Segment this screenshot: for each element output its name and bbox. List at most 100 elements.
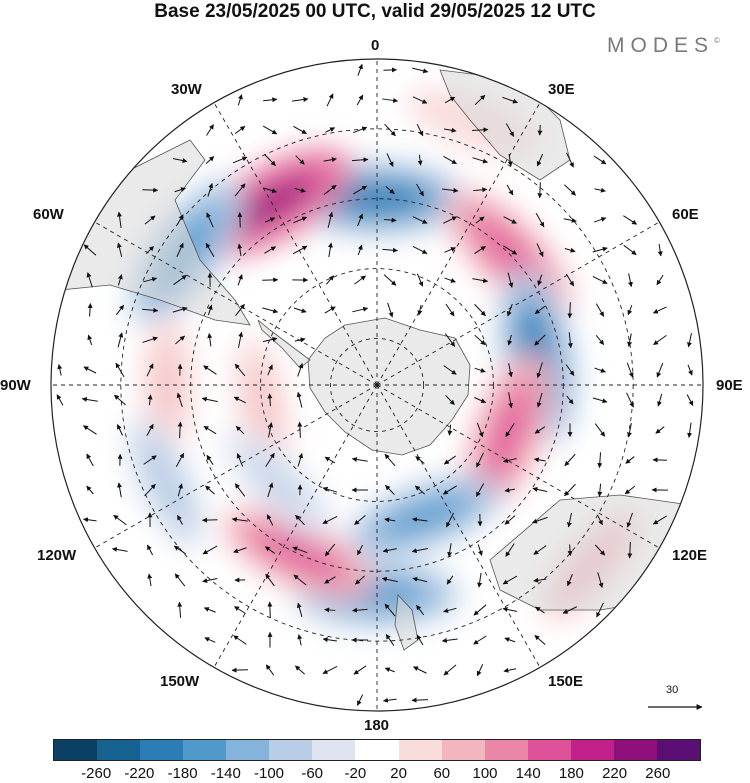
wind-arrow <box>416 273 424 287</box>
wind-arrow <box>326 93 334 107</box>
colorbar-swatch <box>527 740 571 760</box>
wind-arrow <box>267 364 273 376</box>
wind-arrow <box>536 392 543 408</box>
wind-arrow <box>56 394 64 406</box>
wind-arrow <box>567 302 573 319</box>
wind-arrow <box>235 425 245 435</box>
wind-arrow <box>117 482 122 498</box>
label-lon-0: 0 <box>371 37 380 54</box>
wind-arrow <box>653 334 667 346</box>
wind-arrow <box>387 302 394 318</box>
wind-arrow <box>567 574 573 587</box>
wind-arrow <box>206 124 214 136</box>
polar-map <box>50 58 704 712</box>
wind-arrow <box>383 67 398 73</box>
colorbar-tick-label: 260 <box>645 765 671 782</box>
wind-arrow <box>443 127 457 133</box>
wind-arrow <box>324 306 336 314</box>
wind-arrow <box>83 244 97 256</box>
wind-arrow <box>596 602 604 618</box>
wind-arrow <box>534 634 546 646</box>
wind-arrow <box>146 544 154 556</box>
label-lon-90w: 90W <box>0 377 31 394</box>
wind-arrow <box>173 545 186 555</box>
wind-arrow <box>597 483 603 497</box>
wind-arrow <box>293 216 308 224</box>
wind-arrow <box>295 155 305 165</box>
wind-arrow <box>562 606 578 614</box>
wind-arrow <box>57 363 63 376</box>
wind-arrow <box>142 187 159 193</box>
wind-arrow <box>117 332 124 348</box>
brand-text: MODES <box>607 34 715 57</box>
wind-arrow <box>474 303 486 317</box>
wind-arrow <box>592 246 608 253</box>
wind-arrow <box>113 514 127 526</box>
wind-arrow <box>474 367 486 373</box>
colorbar-swatch <box>97 740 141 760</box>
wind-arrow <box>565 364 575 376</box>
wind-arrow <box>504 637 516 643</box>
wind-arrow <box>233 547 247 554</box>
wind-arrow <box>506 184 514 196</box>
wind-arrow <box>567 544 573 557</box>
wind-arrow <box>116 242 123 258</box>
wind-arrow <box>324 543 336 557</box>
wind-arrow <box>113 394 126 406</box>
meridian-line <box>376 102 541 386</box>
wind-arrow <box>236 453 244 467</box>
wind-arrow <box>357 213 364 227</box>
wind-arrow <box>292 546 308 554</box>
wind-arrow <box>237 212 243 228</box>
map-border <box>50 58 704 712</box>
wind-arrow <box>354 515 366 525</box>
wind-arrow <box>177 483 183 497</box>
wind-arrow <box>237 243 243 257</box>
wind-arrow <box>327 242 333 258</box>
colorbar-tick-label: -220 <box>124 765 155 782</box>
wind-arrow <box>502 607 518 612</box>
colorbar-swatch <box>656 740 700 760</box>
wind-arrow <box>205 156 215 164</box>
wind-arrow <box>265 573 275 587</box>
wind-arrow <box>564 184 576 196</box>
wind-arrow <box>351 457 368 462</box>
wind-arrow <box>294 187 306 193</box>
wind-arrow <box>262 125 278 135</box>
wind-arrow <box>352 157 369 163</box>
colorbar-tick-label: 220 <box>602 765 628 782</box>
wind-arrow <box>384 603 396 617</box>
wind-arrow <box>533 457 546 463</box>
wind-arrow <box>232 156 248 164</box>
wind-arrow <box>445 395 455 406</box>
wind-arrow <box>233 396 247 404</box>
wind-arrow <box>297 363 304 377</box>
wind-arrow <box>413 666 427 674</box>
wind-arrow <box>567 512 572 528</box>
wind-arrow <box>627 422 632 438</box>
wind-arrow <box>206 212 214 228</box>
wind-arrow <box>262 307 279 314</box>
wind-arrow <box>652 515 667 525</box>
wind-arrow <box>687 332 692 348</box>
wind-arrow <box>353 665 367 675</box>
wind-arrow <box>473 635 487 645</box>
colorbar-swatch <box>441 740 485 760</box>
wind-arrow <box>267 601 273 618</box>
wind-arrow <box>507 272 514 288</box>
wind-arrow <box>384 123 396 137</box>
wind-arrow <box>87 334 93 346</box>
wind-arrow <box>411 697 428 703</box>
wind-arrow <box>507 153 513 167</box>
wind-arrow <box>231 667 248 673</box>
wind-arrow <box>627 333 633 347</box>
wind-arrow <box>533 577 547 583</box>
wind-arrow <box>116 424 124 436</box>
wind-arrow <box>506 303 513 317</box>
label-lon-90e: 90E <box>716 377 743 394</box>
wind-arrow <box>443 664 457 676</box>
wind-vectors <box>56 63 694 706</box>
label-lon-60w: 60W <box>33 206 64 223</box>
wind-arrow <box>593 155 607 165</box>
wind-arrow <box>201 517 218 523</box>
